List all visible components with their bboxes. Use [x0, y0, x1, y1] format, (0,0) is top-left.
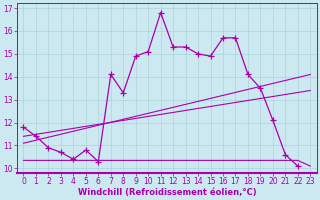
X-axis label: Windchill (Refroidissement éolien,°C): Windchill (Refroidissement éolien,°C) — [77, 188, 256, 197]
